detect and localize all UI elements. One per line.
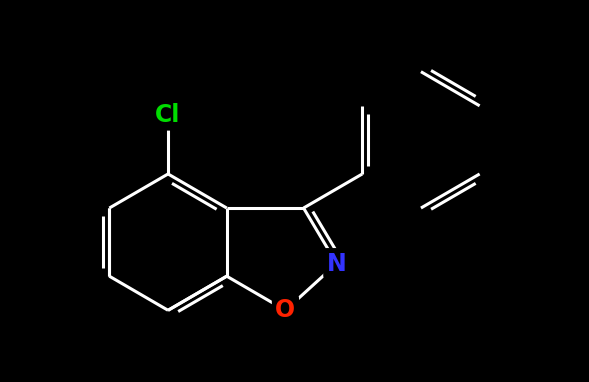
Text: O: O <box>276 298 296 322</box>
Text: N: N <box>327 252 346 275</box>
Text: Cl: Cl <box>155 103 181 127</box>
